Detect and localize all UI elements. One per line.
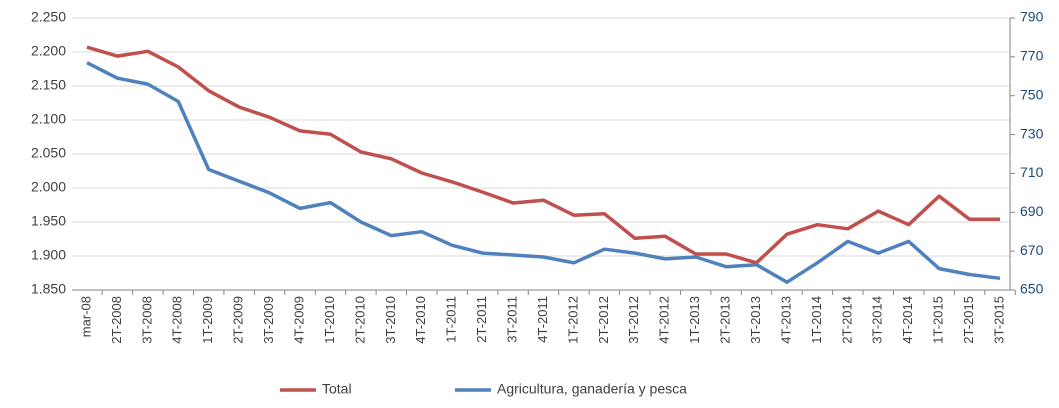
legend-label: Agricultura, ganadería y pesca <box>497 381 687 397</box>
y-tick-label: 2.150 <box>31 77 66 93</box>
x-tick-label: 1T-2011 <box>444 296 459 343</box>
series-line <box>86 45 1000 265</box>
y-tick-label: 1.950 <box>31 213 66 229</box>
y-tick-label: 2.100 <box>31 111 66 127</box>
x-tick-label: 3T-2012 <box>626 296 641 344</box>
y2-tick-label: 670 <box>1020 242 1044 258</box>
x-tick-label: 3T-2008 <box>139 296 154 344</box>
x-tick-label: 1T-2010 <box>322 296 337 344</box>
x-tick-label: 3T-2014 <box>870 296 885 344</box>
y-tick-label: 2.050 <box>31 145 66 161</box>
x-tick-label: 1T-2014 <box>809 296 824 344</box>
y-tick-label: 1.850 <box>31 281 66 297</box>
x-tick-label: 4T-2008 <box>170 296 185 344</box>
x-tick-label: 3T-2013 <box>748 296 763 344</box>
legend-label: Total <box>322 381 352 397</box>
x-tick-label: 1T-2012 <box>565 296 580 344</box>
x-tick-label: 3T-2015 <box>991 296 1006 344</box>
x-tick-label: 1T-2013 <box>687 296 702 344</box>
y-tick-label: 2.200 <box>31 43 66 59</box>
x-tick-label: mar-08 <box>78 296 93 337</box>
x-tick-label: 4T-2009 <box>291 296 306 344</box>
x-tick-label: 1T-2009 <box>200 296 215 344</box>
y2-tick-label: 790 <box>1020 9 1044 25</box>
y2-tick-label: 650 <box>1020 281 1044 297</box>
y-tick-label: 2.000 <box>31 179 66 195</box>
x-tick-label: 2T-2012 <box>596 296 611 344</box>
x-tick-label: 4T-2010 <box>413 296 428 344</box>
y2-tick-label: 690 <box>1020 203 1044 219</box>
x-tick-label: 4T-2013 <box>778 296 793 344</box>
x-tick-label: 1T-2015 <box>931 296 946 344</box>
x-tick-label: 3T-2011 <box>505 296 520 343</box>
y-tick-label: 1.900 <box>31 247 66 263</box>
x-tick-label: 2T-2010 <box>352 296 367 344</box>
x-tick-label: 2T-2013 <box>718 296 733 344</box>
x-tick-label: 2T-2015 <box>961 296 976 344</box>
y2-tick-label: 770 <box>1020 48 1044 64</box>
series-line <box>86 61 1001 284</box>
x-tick-label: 3T-2009 <box>261 296 276 344</box>
x-tick-label: 4T-2014 <box>900 296 915 344</box>
x-tick-label: 2T-2008 <box>109 296 124 344</box>
x-tick-label: 2T-2009 <box>231 296 246 344</box>
y2-tick-label: 730 <box>1020 125 1044 141</box>
y2-tick-label: 710 <box>1020 164 1044 180</box>
y-tick-label: 2.250 <box>31 9 66 25</box>
x-tick-label: 3T-2010 <box>383 296 398 344</box>
x-tick-label: 4T-2012 <box>657 296 672 344</box>
x-tick-label: 2T-2014 <box>839 296 854 344</box>
x-tick-label: 2T-2011 <box>474 296 489 343</box>
y2-tick-label: 750 <box>1020 86 1044 102</box>
x-tick-label: 4T-2011 <box>535 296 550 343</box>
